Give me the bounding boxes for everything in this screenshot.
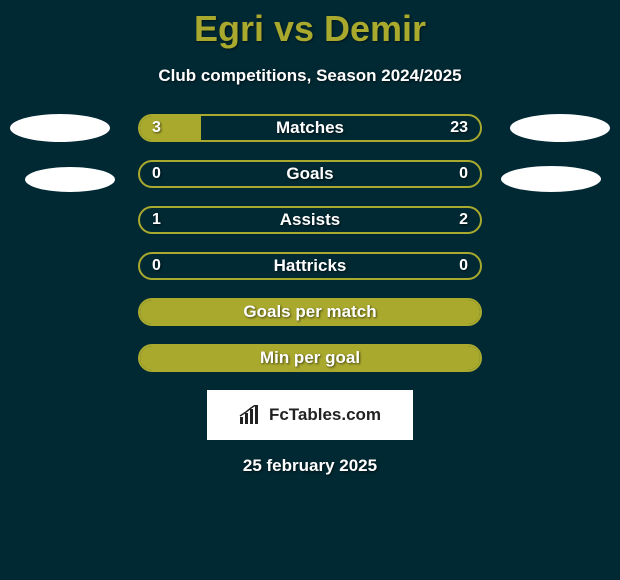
player-photo-left-1 [10,114,110,142]
player-photo-left-2 [25,167,115,192]
subtitle: Club competitions, Season 2024/2025 [0,66,620,86]
comparison-content: 3Matches230Goals01Assists20Hattricks0Goa… [0,114,620,476]
player-photo-right-2 [501,166,601,192]
brand-text: FcTables.com [269,405,381,425]
stat-label: Matches [140,116,480,140]
chart-icon [239,405,263,425]
stat-value-right: 23 [450,116,468,140]
stat-label: Min per goal [140,346,480,370]
stat-label: Goals per match [140,300,480,324]
stat-label: Hattricks [140,254,480,278]
stat-bar: 0Hattricks0 [138,252,482,280]
brand-box: FcTables.com [207,390,413,440]
stat-bar: Goals per match [138,298,482,326]
stat-value-right: 2 [459,208,468,232]
stat-label: Assists [140,208,480,232]
page-title: Egri vs Demir [0,0,620,50]
stat-value-right: 0 [459,162,468,186]
stat-bar: 0Goals0 [138,160,482,188]
stat-bar: Min per goal [138,344,482,372]
stat-label: Goals [140,162,480,186]
stat-value-right: 0 [459,254,468,278]
player-photo-right-1 [510,114,610,142]
stat-bar: 1Assists2 [138,206,482,234]
date-label: 25 february 2025 [0,456,620,476]
stat-bar: 3Matches23 [138,114,482,142]
stat-bars: 3Matches230Goals01Assists20Hattricks0Goa… [138,114,482,372]
